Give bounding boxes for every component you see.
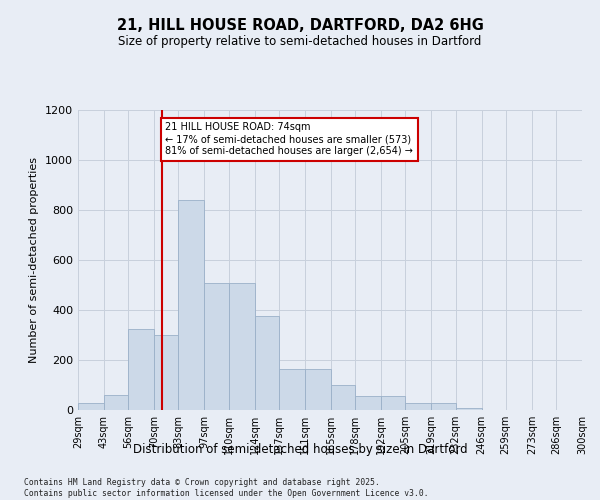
Text: Size of property relative to semi-detached houses in Dartford: Size of property relative to semi-detach… xyxy=(118,35,482,48)
Text: 21 HILL HOUSE ROAD: 74sqm
← 17% of semi-detached houses are smaller (573)
81% of: 21 HILL HOUSE ROAD: 74sqm ← 17% of semi-… xyxy=(166,122,413,156)
Bar xyxy=(381,396,406,410)
Bar xyxy=(154,335,178,410)
Bar xyxy=(331,385,355,410)
Y-axis label: Number of semi-detached properties: Number of semi-detached properties xyxy=(29,157,40,363)
Text: 21, HILL HOUSE ROAD, DARTFORD, DA2 6HG: 21, HILL HOUSE ROAD, DARTFORD, DA2 6HG xyxy=(116,18,484,32)
Bar xyxy=(279,369,305,410)
Bar xyxy=(406,402,431,410)
Bar xyxy=(431,402,455,410)
Bar xyxy=(229,282,254,410)
Bar xyxy=(78,402,104,410)
Bar xyxy=(305,369,331,410)
Bar xyxy=(455,408,482,410)
Text: Distribution of semi-detached houses by size in Dartford: Distribution of semi-detached houses by … xyxy=(133,444,467,456)
Bar xyxy=(205,282,229,410)
Bar xyxy=(104,395,128,410)
Bar xyxy=(128,329,154,410)
Bar xyxy=(355,396,381,410)
Text: Contains HM Land Registry data © Crown copyright and database right 2025.
Contai: Contains HM Land Registry data © Crown c… xyxy=(24,478,428,498)
Bar xyxy=(178,200,205,410)
Bar xyxy=(254,316,279,410)
